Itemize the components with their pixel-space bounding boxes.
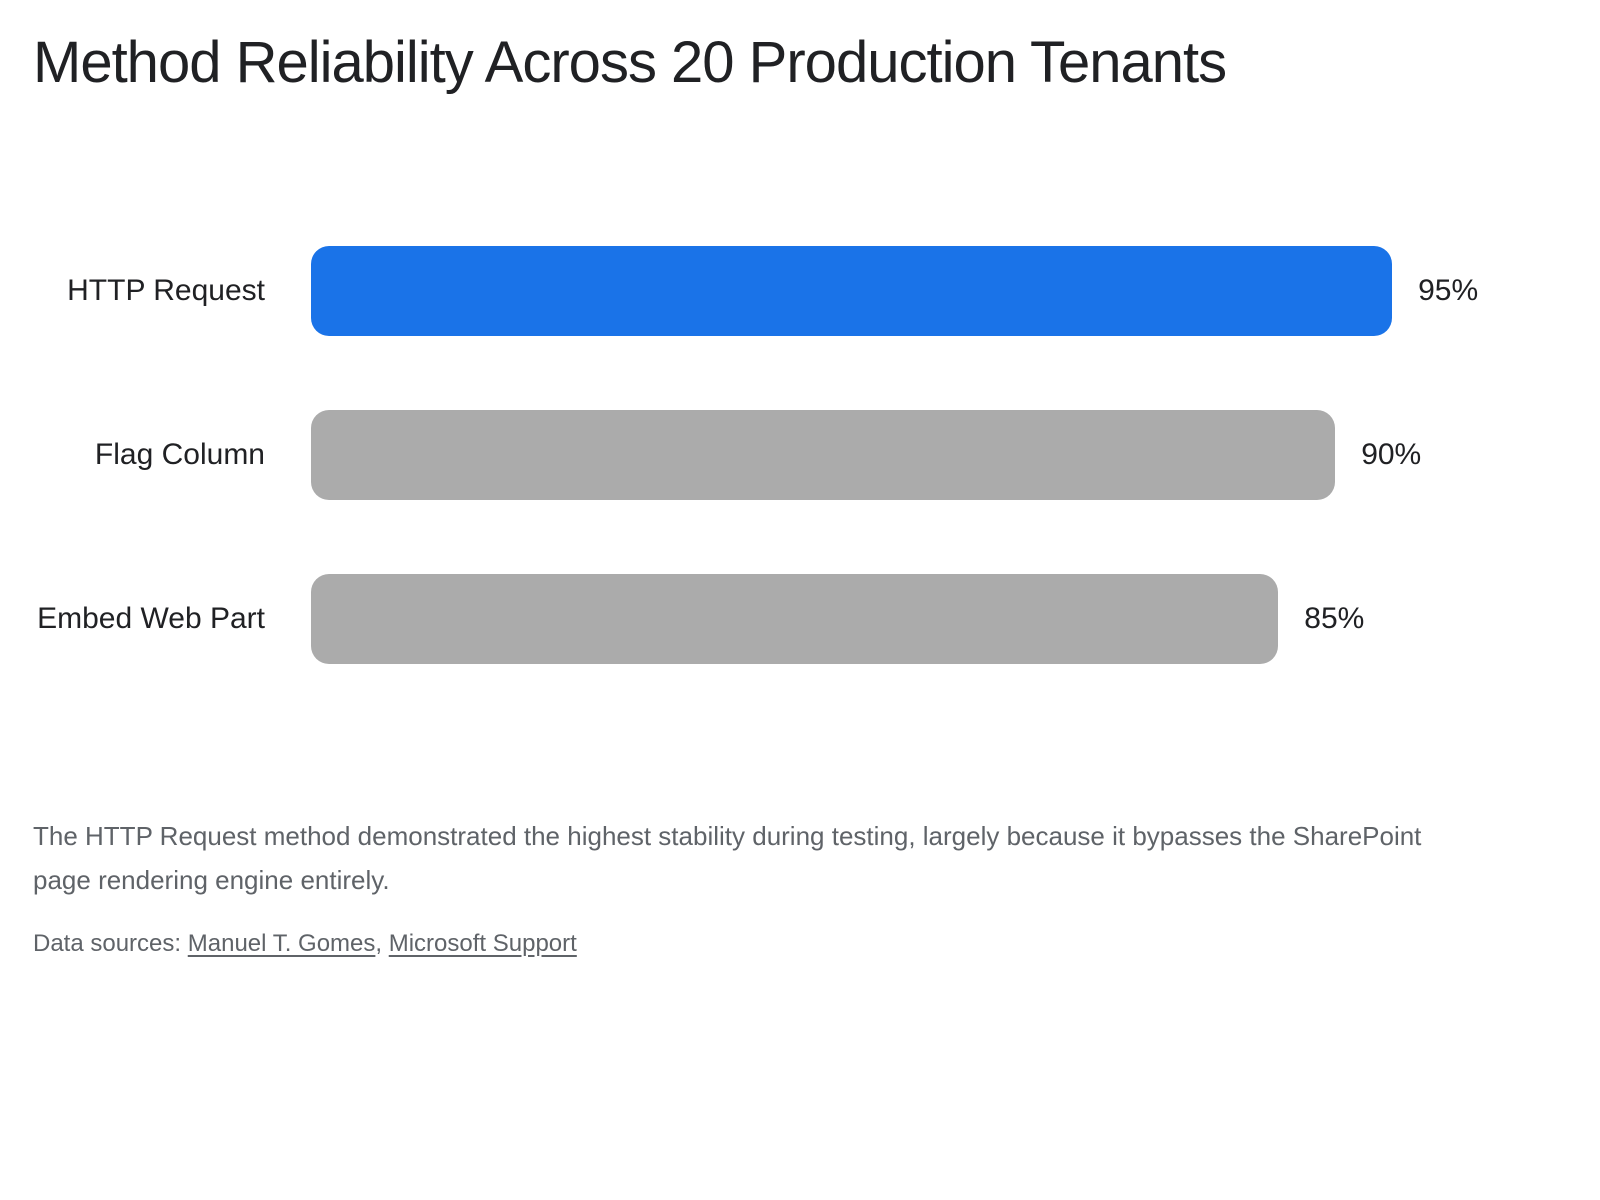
bar-value-label: 90% — [1361, 437, 1422, 471]
bar-value-label: 85% — [1304, 601, 1365, 635]
data-sources-label: Data sources: — [33, 929, 182, 957]
source-link[interactable]: Microsoft Support — [388, 929, 577, 957]
chart-title: Method Reliability Across 20 Production … — [33, 30, 1227, 95]
source-links: Manuel T. Gomes, Microsoft Support — [187, 929, 577, 957]
bar — [311, 409, 1336, 500]
bar-track: 95% — [311, 245, 1478, 336]
bar-track: 90% — [311, 409, 1449, 500]
bar-row: Flag Column 90% — [0, 409, 1600, 500]
bar-track: 85% — [311, 573, 1449, 664]
data-sources: Data sources: Manuel T. Gomes, Microsoft… — [33, 930, 1567, 958]
bar-value-label: 95% — [1418, 273, 1479, 307]
source-link[interactable]: Manuel T. Gomes — [187, 929, 376, 957]
bar-row: HTTP Request 95% — [0, 245, 1600, 336]
bar-category-label: Flag Column — [94, 437, 265, 471]
bar-category-label: Embed Web Part — [37, 601, 265, 635]
bar-chart: HTTP Request 95% Flag Column 90% Embed W… — [0, 245, 1600, 664]
bar-category-label: HTTP Request — [67, 273, 265, 307]
chart-note: The HTTP Request method demonstrated the… — [33, 820, 1422, 895]
bar — [311, 573, 1279, 664]
chart-rows: HTTP Request 95% Flag Column 90% Embed W… — [0, 245, 1600, 664]
bar-row: Embed Web Part 85% — [0, 573, 1600, 664]
bar — [311, 245, 1393, 336]
